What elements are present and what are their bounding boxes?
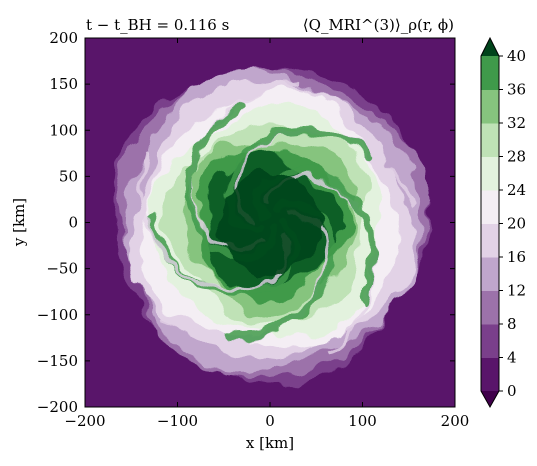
y-axis-label: y [km]: [10, 198, 28, 247]
y-axis: 200 150 100 50 0 −50 −100 −150 −200: [37, 29, 455, 416]
y-tick-label: −50: [46, 260, 78, 278]
colorbar-tick-label: 12: [507, 282, 526, 300]
y-tick-label: 200: [49, 29, 78, 47]
colorbar-segment: [481, 190, 499, 224]
colorbar-segment: [481, 257, 499, 291]
y-tick-label: 50: [59, 167, 78, 185]
colorbar-segment: [481, 123, 499, 157]
colorbar-segment: [481, 357, 499, 392]
x-tick-label: −200: [64, 412, 105, 430]
title-left: t − t_BH = 0.116 s: [86, 16, 229, 34]
colorbar-tick-label: 0: [507, 382, 517, 400]
colorbar-tick-label: 32: [507, 114, 526, 132]
y-tick-label: −150: [37, 352, 78, 370]
colorbar-segment: [481, 56, 499, 90]
colorbar-segment: [481, 290, 499, 325]
y-tick-label: −200: [37, 398, 78, 416]
x-tick-label: 100: [348, 412, 377, 430]
y-tick-label: −100: [37, 306, 78, 324]
colorbar-tick-label: 4: [507, 349, 517, 367]
colorbar-tick-label: 28: [507, 148, 526, 166]
colorbar-tick-label: 8: [507, 315, 517, 333]
y-tick-label: 150: [49, 75, 78, 93]
plot-area: [85, 38, 455, 407]
x-tick-label: 0: [265, 412, 275, 430]
core-region: [219, 171, 321, 274]
y-tick-label: 100: [49, 121, 78, 139]
colorbar-segment: [481, 156, 499, 191]
colorbar-tick-label: 36: [507, 81, 526, 99]
x-tick-label: −100: [157, 412, 198, 430]
y-tick-label: 0: [68, 214, 78, 232]
x-axis: −200 −100 0 100 200: [64, 38, 469, 430]
colorbar-segment: [481, 223, 499, 258]
field: [114, 69, 431, 385]
colorbar-segment: [481, 89, 499, 124]
x-axis-label: x [km]: [246, 434, 294, 452]
colorbar-extend-under: [481, 391, 499, 407]
colorbar-tick-label: 16: [507, 248, 526, 266]
colorbar-segment: [481, 324, 499, 358]
colorbar-tick-label: 20: [507, 215, 526, 233]
colorbar-tick-label: 24: [507, 181, 526, 199]
colorbar-extend-over: [481, 38, 499, 56]
colorbar: 0 4 8 12 16 20 24 28 32 36 40: [480, 36, 526, 409]
colorbar-tick-label: 40: [507, 47, 526, 65]
x-tick-label: 200: [441, 412, 470, 430]
title-right: ⟨Q_MRI^(3)⟩_ρ(r, ϕ): [303, 16, 454, 34]
